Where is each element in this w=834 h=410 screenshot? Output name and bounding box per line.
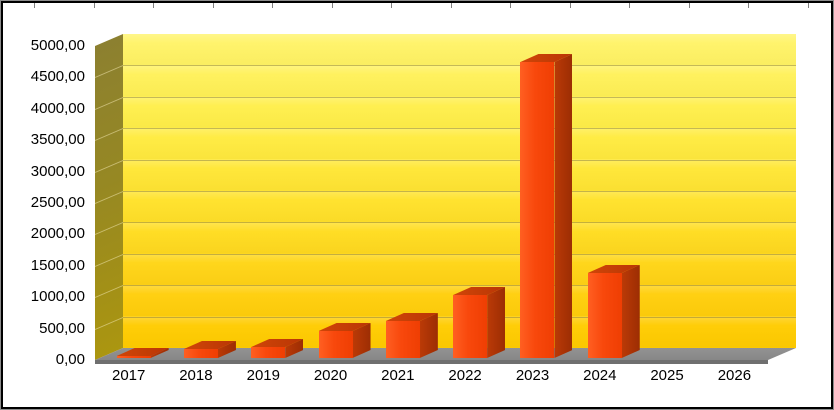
side-wall-gridline [95,96,123,110]
bar-front-face [453,295,488,358]
bar-front-face [587,273,622,358]
side-wall-gridline [95,316,123,330]
back-wall-gridline [123,96,796,98]
ruler-tick [450,3,452,8]
bar-front-face [520,62,555,358]
y-tick-label: 500,00 [39,319,85,337]
ruler-tick [569,3,571,8]
x-axis-label: 2021 [381,367,415,384]
ruler-tick [688,3,690,8]
ruler-tick [93,3,95,8]
y-tick-label: 3000,00 [30,162,85,180]
ruler-tick [748,3,749,8]
bar-right-face [419,313,438,358]
bar-front-face [318,331,353,358]
bar-top-face [520,54,573,62]
y-tick-label: 2500,00 [30,194,85,211]
back-wall-gridline [123,222,796,224]
y-tick-label: 2000,00 [30,225,85,243]
bar-right-face [554,54,573,358]
back-wall-gridline [123,159,796,161]
side-wall-gridline [95,190,123,204]
y-tick-label: 5000,00 [30,37,85,54]
bar-front-face [385,321,420,358]
ruler-tick [510,3,511,8]
bar-top-face [453,287,506,295]
x-axis-label: 2018 [179,367,213,384]
x-axis-label: 2025 [650,367,684,384]
side-wall-gridline [95,65,123,79]
bar-top-face [385,313,438,321]
ruler-tick [807,3,809,8]
plot-side-wall [95,33,123,361]
x-axis-label: 2020 [313,367,348,384]
bar-right-face [352,323,371,358]
x-axis-label: 2023 [515,367,550,384]
back-wall-gridline [123,253,796,255]
y-tick-label: 0,00 [55,351,85,368]
bar-front-face [116,356,151,358]
side-wall-gridline [95,159,123,173]
ruler-tick [629,3,630,8]
back-wall-gridline [123,191,796,192]
ruler-tick [331,3,333,8]
bar-front-face [183,349,218,358]
side-wall-gridline [95,128,123,142]
x-axis-label: 2026 [717,367,752,384]
bar-top-face [587,265,640,273]
side-wall-gridline [95,285,123,299]
ruler-tick [272,3,273,8]
bar-right-face [621,265,640,358]
back-wall-gridline [123,285,796,287]
bar-top-face [318,323,371,331]
x-axis-label: 2024 [583,367,617,384]
y-tick-label: 1000,00 [30,288,85,306]
back-wall-gridline [123,65,796,67]
bar-right-face [487,287,506,358]
plot-floor-front-edge [95,360,768,364]
y-tick-label: 3500,00 [30,131,85,149]
x-axis-label: 2019 [246,367,280,384]
y-tick-label: 4000,00 [30,99,85,117]
ruler-tick [34,3,35,8]
bar-right-face [150,348,169,358]
ruler-tick [391,3,392,8]
x-axis-label: 2017 [112,367,146,384]
ruler-tick [212,3,214,8]
bar-top-face [251,339,304,347]
x-axis-label: 2022 [448,367,482,384]
bar-front-face [251,347,286,358]
y-tick-label: 1500,00 [30,256,85,274]
y-tick-label: 4500,00 [30,68,85,86]
side-wall-gridline [95,253,123,267]
bar-top-face [116,348,169,356]
back-wall-gridline [123,128,796,130]
ruler-tick [153,3,154,8]
bar-top-face [183,341,236,349]
side-wall-gridline [95,222,123,236]
